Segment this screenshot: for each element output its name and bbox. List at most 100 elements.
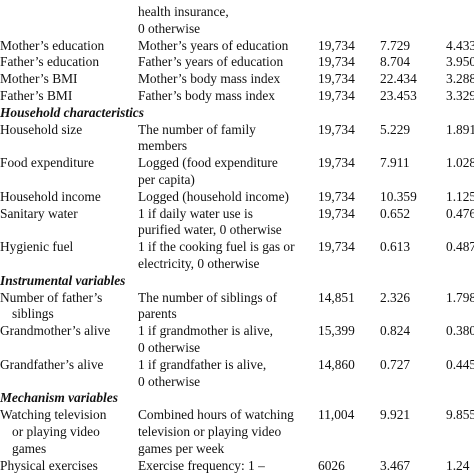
obs-cell: 6026 <box>318 457 345 473</box>
variable-cell: Number of father’s siblings <box>0 290 138 324</box>
variable-cell: Physical exercises <box>0 458 138 474</box>
variable-cell: Food expenditure <box>0 155 138 189</box>
section-title: Mechanism variables <box>0 390 118 406</box>
variable-cell: Father’s education <box>0 54 138 71</box>
definition-line: per capita) <box>138 171 195 187</box>
definition-line: The number of siblings of <box>138 289 278 305</box>
definition-line: Combined hours of watching <box>138 407 294 423</box>
definition-cell: 1 if grandfather is alive, 0 otherwise <box>138 357 318 391</box>
obs-cell: 19,734 <box>318 54 355 70</box>
definition-line: Father’s body mass index <box>138 87 275 103</box>
table-row: Mother’s education Mother’s years of educ… <box>0 38 474 55</box>
definition-cell: 1 if the cooking fuel is gas or electrici… <box>138 239 318 273</box>
definition-cell: Mother’s body mass index <box>138 71 318 88</box>
definition-cell: Logged (household income) <box>138 189 318 206</box>
definition-line: 1 if the cooking fuel is gas or <box>138 239 295 255</box>
definition-line: purified water, 0 otherwise <box>138 222 282 238</box>
table-row: Hygienic fuel 1 if the cooking fuel is ga… <box>0 239 474 273</box>
obs-cell: 19,734 <box>318 205 355 221</box>
definition-cell: The number of siblings of parents <box>138 290 318 324</box>
mean-cell: 7.911 <box>380 155 410 171</box>
variable-line: Father’s BMI <box>0 87 73 103</box>
variable-cell: Mother’s BMI <box>0 71 138 88</box>
variable-line: Number of father’s <box>0 289 103 305</box>
sd-cell: 9.855 <box>446 407 474 423</box>
definition-line: Mother’s body mass index <box>138 71 281 87</box>
mean-cell: 2.326 <box>380 289 411 305</box>
sd-cell: 0.487 <box>446 239 474 255</box>
table-row: Mother’s BMI Mother’s body mass index 19,7… <box>0 71 474 88</box>
variable-cell: Hygienic fuel <box>0 239 138 273</box>
mean-cell: 22.434 <box>380 71 417 87</box>
variable-line: Household income <box>0 188 101 204</box>
section-title: Household characteristics <box>0 104 144 120</box>
definition-line: electricity, 0 otherwise <box>138 255 260 271</box>
variable-cell: Household size <box>0 122 138 156</box>
definition-line: 0 otherwise <box>138 373 201 389</box>
variable-cell: Father’s BMI <box>0 88 138 105</box>
variable-cell: Sanitary water <box>0 206 138 240</box>
definition-cell: Combined hours of watching television or … <box>138 407 318 457</box>
definition-line: Mother’s years of education <box>138 37 289 53</box>
table-row: Grandfather’s alive 1 if grandfather is a… <box>0 357 474 391</box>
definition-line: 1 if daily water use is <box>138 205 253 221</box>
mean-cell: 10.359 <box>380 188 417 204</box>
variable-cell: Household income <box>0 189 138 206</box>
variable-line: Mother’s education <box>0 37 105 53</box>
definition-line: Logged (food expenditure <box>138 155 278 171</box>
section-row: Household characteristics <box>0 105 474 122</box>
obs-cell: 19,734 <box>318 188 355 204</box>
mean-cell: 7.729 <box>380 37 411 53</box>
obs-cell: 19,734 <box>318 239 355 255</box>
obs-cell: 14,860 <box>318 356 355 372</box>
table-row: Household income Logged (household income… <box>0 189 474 206</box>
definition-line: 0 otherwise <box>138 339 201 355</box>
variable-line: Household size <box>0 121 83 137</box>
definition-cell: 1 if grandmother is alive, 0 otherwise <box>138 323 318 357</box>
definition-line: 0 otherwise <box>138 20 201 36</box>
definition-line: Father’s years of education <box>138 54 284 70</box>
definition-cell: Mother’s years of education <box>138 38 318 55</box>
definition-line: Exercise frequency: 1 – <box>138 457 265 473</box>
sd-cell: 3.288 <box>446 71 474 87</box>
section-row: Instrumental variables <box>0 273 474 290</box>
mean-cell <box>380 4 446 38</box>
table-row: Number of father’s siblings The number of … <box>0 290 474 324</box>
variable-cell: Mother’s education <box>0 38 138 55</box>
table-row: Father’s education Father’s years of educ… <box>0 54 474 71</box>
definition-line: parents <box>138 306 177 322</box>
obs-cell: 14,851 <box>318 289 355 305</box>
obs-cell: 19,734 <box>318 121 355 137</box>
obs-cell: 19,734 <box>318 71 355 87</box>
sd-cell: 1.028 <box>446 155 474 171</box>
variable-line: siblings <box>12 306 54 322</box>
sd-cell <box>446 4 474 38</box>
table-row: Sanitary water 1 if daily water use is pur… <box>0 206 474 240</box>
table-row: Physical exercises Exercise frequency: 1 … <box>0 458 474 474</box>
definition-line: Logged (household income) <box>138 188 289 204</box>
table-row: Grandmother’s alive 1 if grandmother is a… <box>0 323 474 357</box>
section-row: Mechanism variables <box>0 390 474 407</box>
mean-cell: 0.824 <box>380 323 411 339</box>
definition-line: games per week <box>138 440 225 456</box>
definition-line: 1 if grandmother is alive, <box>138 323 273 339</box>
variable-line: Watching television <box>0 407 107 423</box>
obs-cell: 19,734 <box>318 87 355 103</box>
obs-cell: 19,734 <box>318 155 355 171</box>
variable-cell: Grandmother’s alive <box>0 323 138 357</box>
definition-line: The number of family <box>138 121 256 137</box>
definition-line: members <box>138 138 188 154</box>
variable-cell: Grandfather’s alive <box>0 357 138 391</box>
table-row: Household size The number of family member… <box>0 122 474 156</box>
definition-cell: Logged (food expenditure per capita) <box>138 155 318 189</box>
sd-cell: 4.433 <box>446 37 474 53</box>
sd-cell: 0.380 <box>446 323 474 339</box>
sd-cell: 1.891 <box>446 121 474 137</box>
variable-line: Grandfather’s alive <box>0 356 104 372</box>
mean-cell: 9.921 <box>380 407 411 423</box>
table-row: Food expenditure Logged (food expenditure… <box>0 155 474 189</box>
definition-cell: Father’s years of education <box>138 54 318 71</box>
mean-cell: 0.613 <box>380 239 411 255</box>
mean-cell: 0.652 <box>380 205 411 221</box>
